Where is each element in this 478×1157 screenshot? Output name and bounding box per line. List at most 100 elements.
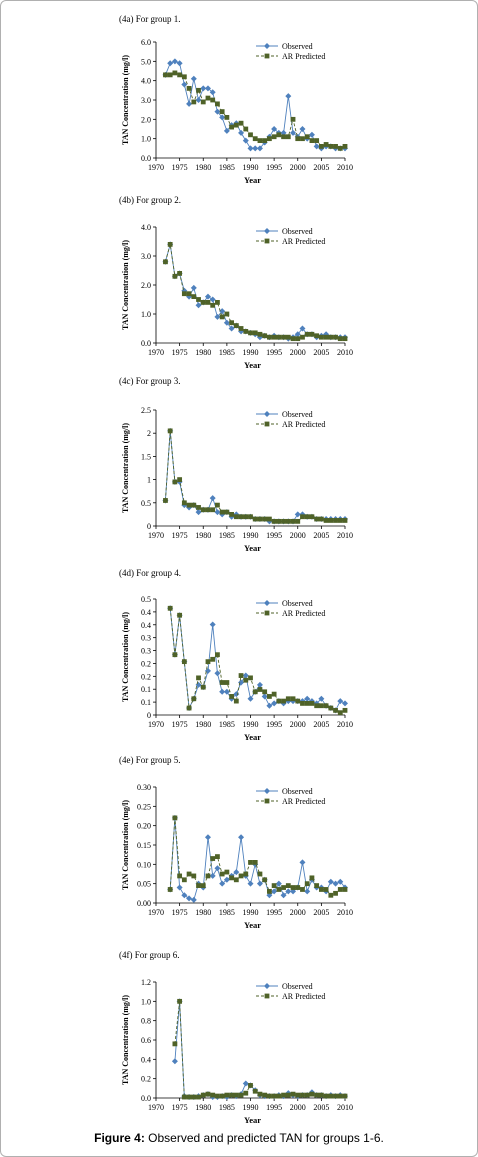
predicted-point (167, 428, 173, 434)
predicted-point (314, 333, 320, 339)
predicted-point (304, 331, 310, 337)
series-line-observed (164, 244, 345, 340)
predicted-point (276, 1093, 282, 1099)
predicted-point (300, 1092, 305, 1098)
predicted-point (243, 126, 249, 132)
y-tick-label: 0.4 (141, 608, 151, 617)
predicted-point (229, 694, 234, 699)
predicted-point (200, 99, 206, 105)
predicted-point (276, 334, 282, 340)
predicted-point (342, 518, 348, 523)
predicted-point (215, 1093, 220, 1099)
chart-group-3: 0 0.5 1 1.5 2 2.5 1970 1975 1980 1985 1990 1995 2000… (121, 406, 353, 553)
predicted-point (290, 116, 296, 122)
predicted-point (323, 703, 329, 709)
observed-point (275, 880, 282, 887)
predicted-point (196, 505, 201, 510)
observed-point (299, 859, 306, 866)
legend-label: AR Predicted (282, 797, 325, 806)
observed-point (171, 1058, 178, 1065)
predicted-point (163, 259, 168, 265)
predicted-point (290, 518, 296, 524)
predicted-point (238, 514, 244, 520)
predicted-point (238, 673, 244, 678)
predicted-point (281, 698, 286, 704)
predicted-point (281, 334, 286, 340)
x-tick-label: 2005 (313, 531, 329, 540)
predicted-point (210, 97, 216, 103)
y-axis-label: TAN Concentration (mg/l) (121, 423, 130, 513)
observed-point (342, 700, 348, 707)
predicted-point (252, 136, 258, 142)
y-tick-label: 0.30 (137, 783, 151, 792)
predicted-point (333, 1093, 338, 1099)
observed-point (242, 137, 249, 144)
x-axis-label: Year (244, 1115, 261, 1125)
predicted-point (200, 883, 206, 888)
predicted-point (314, 138, 320, 143)
predicted-point (290, 1091, 296, 1097)
observed-point (247, 145, 254, 152)
predicted-point (233, 122, 239, 128)
observed-point (327, 878, 334, 885)
x-tick-label: 1970 (148, 531, 164, 540)
x-tick-label: 2005 (313, 720, 329, 729)
predicted-point (219, 871, 225, 877)
x-tick-label: 1990 (243, 531, 259, 540)
predicted-point (233, 698, 239, 704)
predicted-point (196, 297, 201, 302)
x-tick-label: 1975 (172, 1103, 188, 1112)
chart-title: (4f) For group 6. (119, 950, 180, 960)
predicted-point (337, 1093, 343, 1099)
predicted-point (215, 854, 220, 859)
x-tick-label: 1985 (219, 720, 235, 729)
predicted-point (333, 707, 338, 713)
predicted-point (191, 99, 197, 105)
predicted-point (181, 500, 187, 506)
predicted-point (238, 1092, 244, 1098)
predicted-point (309, 514, 315, 520)
observed-point (271, 126, 278, 132)
y-tick-label: 0.00 (137, 899, 151, 908)
predicted-point (318, 1092, 324, 1098)
predicted-point (323, 1093, 329, 1099)
legend-label: AR Predicted (282, 609, 325, 618)
observed-point (233, 869, 240, 876)
predicted-point (309, 138, 315, 143)
x-tick-label: 1970 (148, 1103, 164, 1112)
observed-point (238, 129, 245, 136)
predicted-point (252, 860, 258, 865)
predicted-point (333, 144, 338, 149)
y-tick-label: 1.5 (141, 452, 151, 461)
predicted-point (271, 691, 277, 697)
observed-point (238, 328, 245, 335)
observed-point (308, 131, 315, 138)
predicted-point (314, 883, 320, 888)
predicted-point (229, 512, 234, 517)
predicted-point (252, 689, 258, 695)
x-tick-label: 1980 (195, 348, 211, 357)
chart-title: (4a) For group 1. (119, 14, 181, 24)
observed-point (195, 509, 202, 516)
observed-point (223, 319, 230, 326)
observed-point (238, 834, 245, 841)
y-tick-label: 0 (147, 711, 151, 720)
predicted-point (285, 696, 291, 702)
x-tick-label: 1980 (195, 908, 211, 917)
predicted-point (186, 502, 192, 508)
y-axis-label: TAN Concentration (mg/l) (121, 995, 130, 1085)
y-tick-label: 3.0 (141, 96, 151, 105)
legend-label: Observed (282, 599, 313, 608)
observed-point (242, 1080, 249, 1087)
observed-point (204, 667, 211, 674)
observed-point (223, 876, 230, 883)
y-tick-label: 0.2 (141, 1075, 151, 1084)
predicted-point (276, 887, 282, 892)
predicted-point (186, 291, 192, 297)
series-line-observed (169, 608, 346, 712)
predicted-point (333, 890, 338, 896)
predicted-point (295, 885, 301, 890)
predicted-point (243, 514, 249, 520)
legend-label: Observed (282, 787, 313, 796)
predicted-point (219, 314, 225, 320)
